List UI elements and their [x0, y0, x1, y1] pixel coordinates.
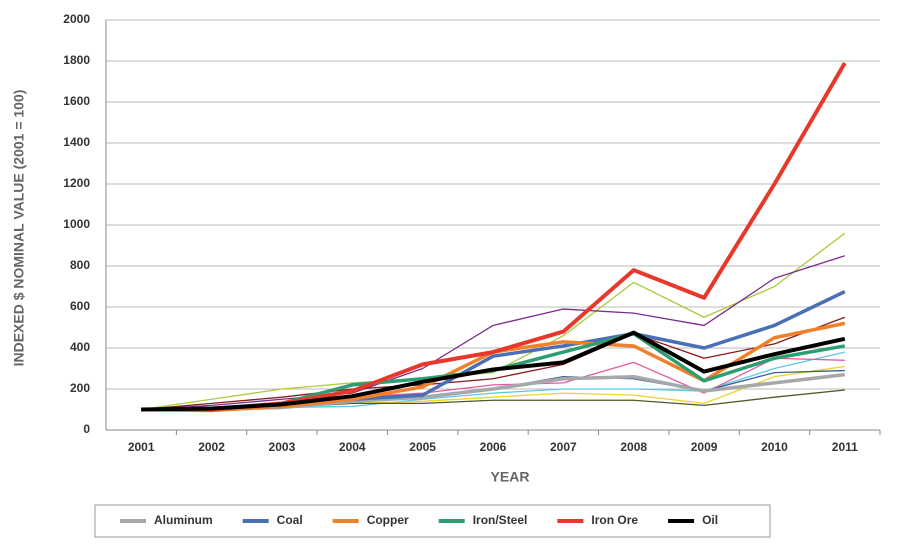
legend-label: Aluminum: [154, 513, 213, 527]
series-line: [141, 255, 846, 411]
y-tick-label: 1600: [63, 94, 90, 108]
y-tick-label: 0: [83, 422, 90, 436]
x-tick-label: 2006: [480, 440, 507, 454]
x-tick-label: 2005: [409, 440, 436, 454]
x-tick-label: 2008: [620, 440, 647, 454]
legend-label: Copper: [367, 513, 409, 527]
series-line: [141, 232, 846, 411]
y-tick-label: 1400: [63, 135, 90, 149]
legend-label: Coal: [277, 513, 303, 527]
x-tick-label: 2011: [832, 440, 858, 454]
x-tick-label: 2009: [691, 440, 718, 454]
legend-box: [94, 504, 771, 538]
x-tick-label: 2010: [761, 440, 788, 454]
y-axis-label: INDEXED $ NOMINAL VALUE (2001 = 100): [11, 90, 27, 367]
x-axis-label: YEAR: [491, 469, 530, 485]
x-tick-label: 2003: [269, 440, 296, 454]
legend-label: Oil: [702, 513, 718, 527]
series-line: [141, 331, 846, 412]
y-tick-label: 2000: [63, 12, 90, 26]
x-tick-label: 2001: [128, 440, 155, 454]
y-tick-label: 400: [70, 340, 90, 354]
y-tick-label: 200: [70, 381, 90, 395]
legend-label: Iron/Steel: [473, 513, 528, 527]
y-tick-label: 1000: [63, 217, 90, 231]
y-tick-label: 1200: [63, 176, 90, 190]
legend-label: Iron Ore: [591, 513, 638, 527]
y-tick-label: 800: [70, 258, 90, 272]
x-tick-label: 2002: [198, 440, 225, 454]
series-line: [141, 316, 846, 411]
y-tick-label: 600: [70, 299, 90, 313]
x-tick-label: 2007: [550, 440, 577, 454]
x-tick-label: 2004: [339, 440, 366, 454]
series-line: [141, 330, 846, 412]
y-tick-label: 1800: [63, 53, 90, 67]
